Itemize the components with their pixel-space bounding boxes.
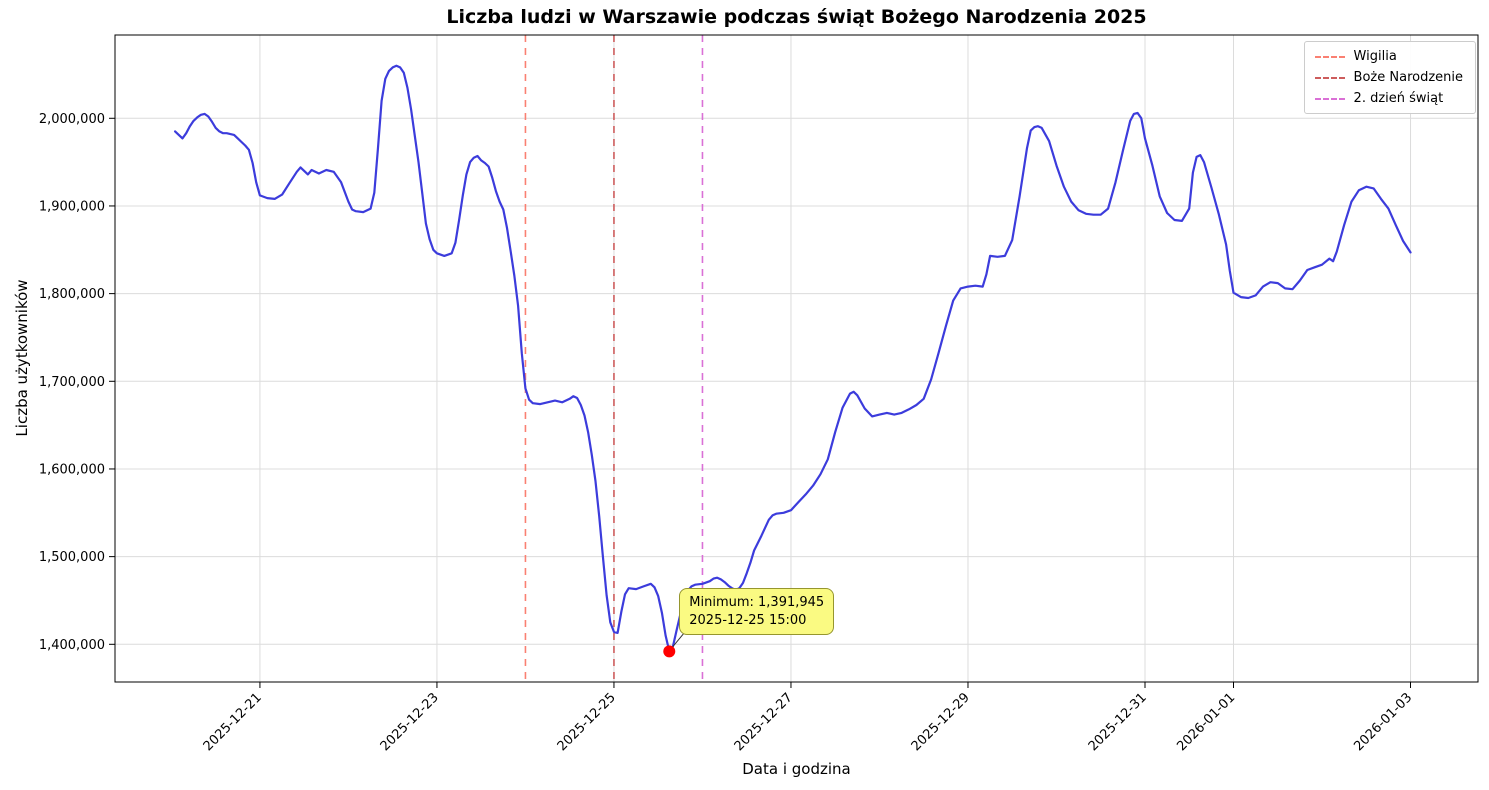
legend-item-boze-narodzenie: Boże Narodzenie <box>1314 70 1463 85</box>
boze-narodzenie-line-swatch-icon <box>1314 76 1345 79</box>
legend-label: 2. dzień świąt <box>1353 91 1444 106</box>
minimum-annotation: Minimum: 1,391,945 2025-12-25 15:00 <box>679 588 835 636</box>
x-tick-label: 2025-12-21 <box>201 690 265 754</box>
legend: Wigilia Boże Narodzenie 2. dzień świąt <box>1303 41 1476 114</box>
grid <box>115 35 1478 682</box>
minimum-annotation-line2: 2025-12-25 15:00 <box>689 612 807 628</box>
minimum-point <box>663 645 676 658</box>
series-line <box>174 64 1412 653</box>
legend-label: Wigilia <box>1353 49 1397 64</box>
y-tick-label: 1,800,000 <box>39 287 105 302</box>
legend-label: Boże Narodzenie <box>1353 70 1463 85</box>
series-lines <box>174 64 1412 653</box>
y-tick-label: 1,700,000 <box>39 375 105 390</box>
plot-border <box>114 34 1479 683</box>
legend-item-drugi-dzien: 2. dzień świąt <box>1314 91 1463 106</box>
wigilia-line-swatch-icon <box>1314 55 1345 58</box>
chart-title: Liczba ludzi w Warszawie podczas świąt B… <box>446 6 1147 28</box>
y-tick-label: 1,900,000 <box>39 199 105 214</box>
y-tick-label: 1,600,000 <box>39 462 105 477</box>
y-tick-label: 1,400,000 <box>39 638 105 653</box>
axes: 1,400,000 1,500,000 1,600,000 1,700,000 1,80… <box>39 34 1479 754</box>
y-tick-label: 1,500,000 <box>39 550 105 565</box>
minimum-annotation-line1: Minimum: 1,391,945 <box>689 595 825 611</box>
x-tick-label: 2025-12-25 <box>555 690 619 754</box>
x-tick-label: 2026-01-01 <box>1174 690 1238 754</box>
legend-item-wigilia: Wigilia <box>1314 49 1463 64</box>
x-tick-label: 2025-12-29 <box>909 690 973 754</box>
drugi-dzien-line-swatch-icon <box>1314 97 1345 100</box>
y-tick-label: 2,000,000 <box>39 112 105 127</box>
x-tick-label: 2025-12-31 <box>1086 690 1150 754</box>
x-tick-label: 2026-01-03 <box>1351 690 1415 754</box>
x-tick-label: 2025-12-23 <box>378 690 442 754</box>
x-axis-label: Data i godzina <box>742 760 851 778</box>
holiday-vlines <box>524 35 704 682</box>
x-tick-label: 2025-12-27 <box>732 690 796 754</box>
